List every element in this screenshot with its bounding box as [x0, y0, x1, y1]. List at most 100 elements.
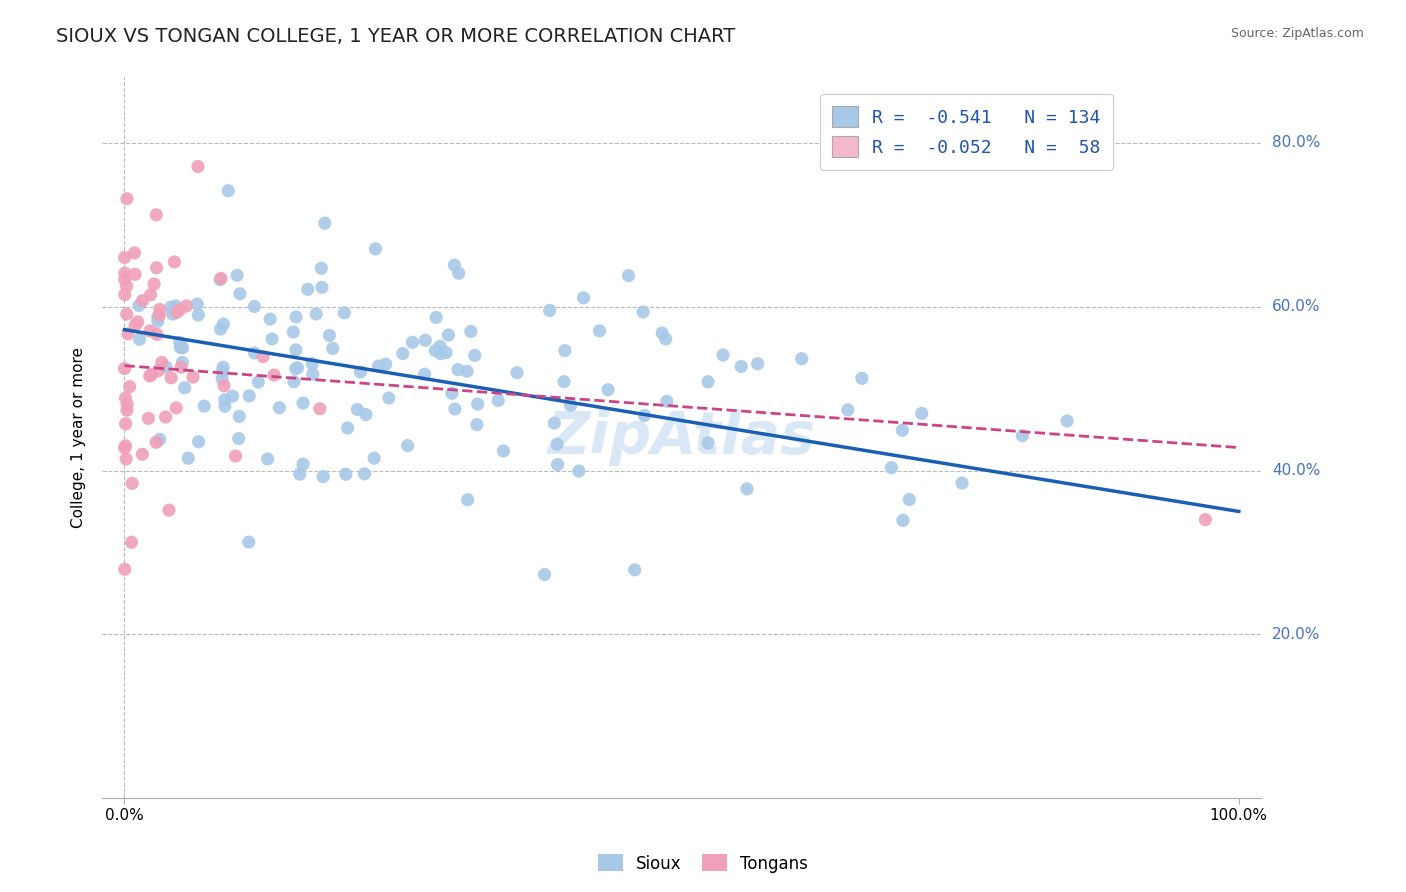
Point [318, 328, 340, 343]
Text: 20.0%: 20.0% [1272, 627, 1320, 641]
Point [309, 401, 332, 416]
Point [127, 315, 149, 329]
Point [301, 367, 323, 381]
Point [333, 306, 356, 320]
Point [221, 389, 243, 403]
Point [146, 310, 169, 324]
Point [349, 365, 371, 379]
Point [434, 345, 457, 359]
Text: 80.0%: 80.0% [1272, 136, 1320, 151]
Point [145, 260, 167, 275]
Point [891, 423, 914, 437]
Point [440, 386, 463, 401]
Point [209, 322, 232, 336]
Point [292, 457, 315, 471]
Point [212, 378, 235, 392]
Point [228, 432, 250, 446]
Point [568, 464, 591, 478]
Point [851, 371, 873, 385]
Point [124, 246, 146, 260]
Point [413, 368, 436, 382]
Point [256, 452, 278, 467]
Point [538, 303, 561, 318]
Point [238, 389, 260, 403]
Point [181, 370, 204, 384]
Point [139, 368, 162, 383]
Point [260, 332, 283, 346]
Point [735, 482, 758, 496]
Point [114, 251, 136, 265]
Point [447, 266, 470, 280]
Point [214, 399, 236, 413]
Point [486, 393, 509, 408]
Point [148, 363, 170, 377]
Text: Source: ZipAtlas.com: Source: ZipAtlas.com [1230, 27, 1364, 40]
Point [543, 416, 565, 430]
Point [169, 341, 191, 355]
Point [114, 417, 136, 431]
Point [114, 266, 136, 280]
Point [114, 272, 136, 286]
Text: SIOUX VS TONGAN COLLEGE, 1 YEAR OR MORE CORRELATION CHART: SIOUX VS TONGAN COLLEGE, 1 YEAR OR MORE … [56, 27, 735, 45]
Point [633, 409, 655, 423]
Point [443, 258, 465, 272]
Point [322, 342, 344, 356]
Point [506, 366, 529, 380]
Legend: Sioux, Tongans: Sioux, Tongans [592, 847, 814, 880]
Point [553, 375, 575, 389]
Point [747, 357, 769, 371]
Point [697, 436, 720, 450]
Point [159, 300, 181, 314]
Point [456, 364, 478, 378]
Point [118, 379, 141, 393]
Point [396, 439, 419, 453]
Point [378, 391, 401, 405]
Point [162, 307, 184, 321]
Point [114, 391, 136, 405]
Point [287, 360, 309, 375]
Point [166, 305, 188, 319]
Point [697, 375, 720, 389]
Point [124, 318, 146, 333]
Point [631, 305, 654, 319]
Point [193, 399, 215, 413]
Point [617, 268, 640, 283]
Point [425, 310, 447, 325]
Point [285, 310, 308, 324]
Point [146, 327, 169, 342]
Point [229, 286, 252, 301]
Point [139, 287, 162, 301]
Point [155, 359, 177, 374]
Point [172, 355, 194, 369]
Point [492, 444, 515, 458]
Point [115, 307, 138, 321]
Point [560, 398, 582, 412]
Point [353, 467, 375, 481]
Point [172, 341, 194, 355]
Point [363, 451, 385, 466]
Point [115, 452, 138, 467]
Point [301, 357, 323, 371]
Point [880, 460, 903, 475]
Point [149, 302, 172, 317]
Point [121, 535, 143, 549]
Point [367, 359, 389, 373]
Point [169, 302, 191, 317]
Point [1194, 513, 1216, 527]
Point [429, 347, 451, 361]
Point [141, 368, 163, 382]
Point [160, 371, 183, 385]
Point [187, 308, 209, 322]
Point [444, 401, 467, 416]
Point [283, 325, 305, 339]
Point [115, 279, 138, 293]
Point [114, 439, 136, 453]
Point [238, 535, 260, 549]
Point [114, 287, 136, 301]
Point [292, 396, 315, 410]
Point [186, 297, 208, 311]
Point [131, 447, 153, 461]
Point [187, 160, 209, 174]
Point [252, 350, 274, 364]
Point [157, 503, 180, 517]
